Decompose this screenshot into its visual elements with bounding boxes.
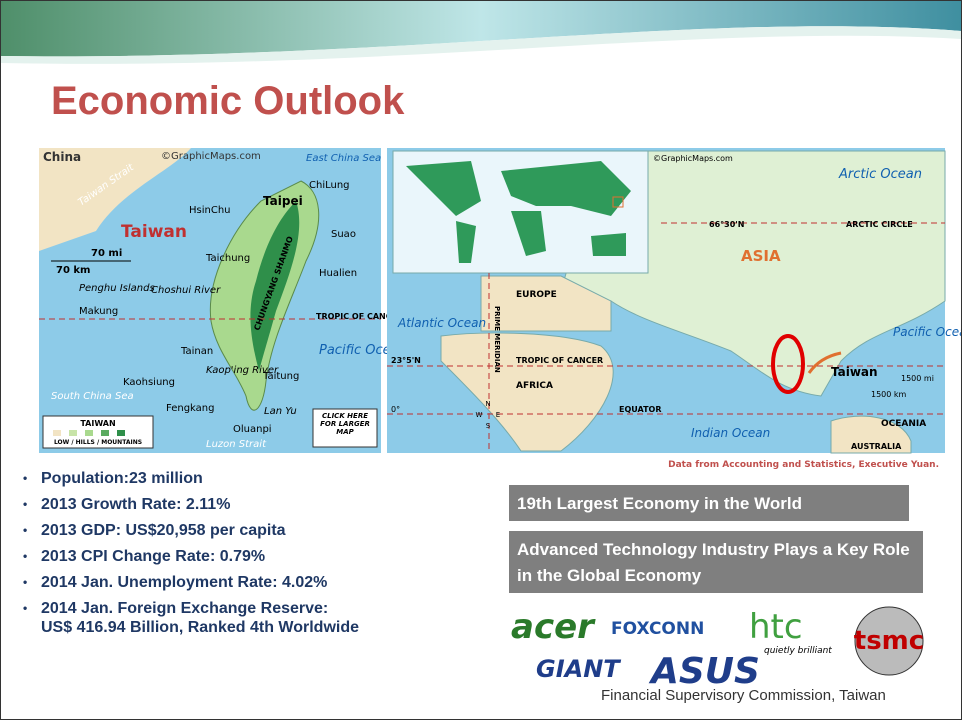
bullet: 2014 Jan. Foreign Exchange Reserve:US$ 4… [23,599,359,637]
bullet: 2013 Growth Rate: 2.11% [23,495,359,514]
bullet: 2013 GDP: US$20,958 per capita [23,521,359,540]
logo: htc [749,607,803,647]
bullet-text: US$ 416.94 Billion, Ranked 4th Worldwide [41,618,359,637]
map-label: Taichung [205,253,250,264]
map-label: EUROPE [516,290,557,300]
compass: N [485,400,490,408]
map-label: Taitung [262,371,299,382]
compass: W [476,411,483,419]
map-label: AUSTRALIA [851,442,902,451]
logo: GIANT [536,655,621,683]
map-label: Taiwan [121,222,187,242]
bullet-text: 2013 CPI Change Rate: 0.79% [41,547,359,566]
map-label: Oluanpi [233,424,272,435]
map-label: 70 km [56,265,90,276]
map-label: 1500 mi [901,374,934,383]
bullet-text: 2014 Jan. Foreign Exchange Reserve: [41,599,359,618]
highlight: 19th Largest Economy in the World [509,485,909,521]
bullet-text: 2014 Jan. Unemployment Rate: 4.02% [41,573,359,592]
map-label: ©GraphicMaps.com [653,154,733,163]
map-label: 23°5'N [391,356,421,365]
source: Data from Accounting and Statistics, Exe… [668,460,939,470]
map-label: Suao [331,229,356,240]
map-label: Taipei [263,194,303,208]
legend-title: TAIWAN [80,419,115,428]
compass: S [486,422,491,430]
map-label: ©GraphicMaps.com [161,151,261,162]
bullet: 2014 Jan. Unemployment Rate: 4.02% [23,573,359,592]
map-label: ARCTIC CIRCLE [846,220,913,229]
map-label: ChiLung [309,180,350,191]
map-label: Hualien [319,268,357,279]
bullet: Population:23 million [23,469,359,488]
bullet-text: Population:23 million [41,469,359,488]
legend-caption: LOW / HILLS / MOUNTAINS [54,439,142,446]
logo: acer [511,607,596,647]
map-label: PRIME MERIDIAN [493,306,501,373]
map-label: AFRICA [516,381,553,391]
map-label: OCEANIA [881,419,926,429]
map-label: Taiwan [831,365,878,379]
map-label: Luzon Strait [206,439,267,450]
map-label: Kaohsiung [123,377,175,388]
map-label: Choshui River [151,285,221,296]
map-label: Makung [79,306,118,317]
bullet-list: Population:23 million 2013 Growth Rate: 2… [23,469,359,644]
footer: Financial Supervisory Commission, Taiwan [601,687,886,704]
map-label: 0° [391,405,400,414]
map-button-label[interactable]: CLICK HERE FOR LARGER MAP [313,409,377,436]
slide: Economic Outlook China ©GraphicMaps.com … [0,0,962,720]
bullet-text: 2013 GDP: US$20,958 per capita [41,521,359,540]
taiwan-map: China ©GraphicMaps.com East China Sea Ch… [39,148,407,453]
map-label: South China Sea [51,391,134,402]
map-label: China [43,150,81,164]
map-label: 1500 km [871,390,907,399]
compass: E [496,411,500,419]
map-label: TROPIC OF CANCER [516,356,603,365]
map-label: 66°30'N [709,220,744,229]
map-label: 70 mi [91,248,122,259]
map-label: HsinChu [189,205,231,216]
map-label: Penghu Islands [79,283,155,294]
logos: acer FOXCONN htc quietly brilliant tsmc … [511,607,924,704]
map-label: Tainan [180,346,213,357]
bullet: 2013 CPI Change Rate: 0.79% [23,547,359,566]
logo: quietly brilliant [764,646,832,656]
map-label: Arctic Ocean [838,167,922,182]
map-label: Pacific Ocean [893,325,961,339]
title: Economic Outlook [51,79,405,123]
map-label: Lan Yu [264,406,297,417]
world-map: ©GraphicMaps.com Arctic Ocean 66°30'N AR… [387,148,961,453]
highlight: Advanced Technology Industry Plays a Key… [509,531,923,593]
map-label: ASIA [741,247,781,265]
map-label: Fengkang [166,403,214,414]
logo: ASUS [648,651,760,692]
logo: tsmc [854,626,924,656]
logo: FOXCONN [611,619,704,639]
bullet-text: 2013 Growth Rate: 2.11% [41,495,359,514]
map-label: Atlantic Ocean [397,316,486,330]
map-label: Indian Ocean [691,426,770,440]
map-label: East China Sea [306,153,381,164]
map-label: EQUATOR [619,405,662,414]
